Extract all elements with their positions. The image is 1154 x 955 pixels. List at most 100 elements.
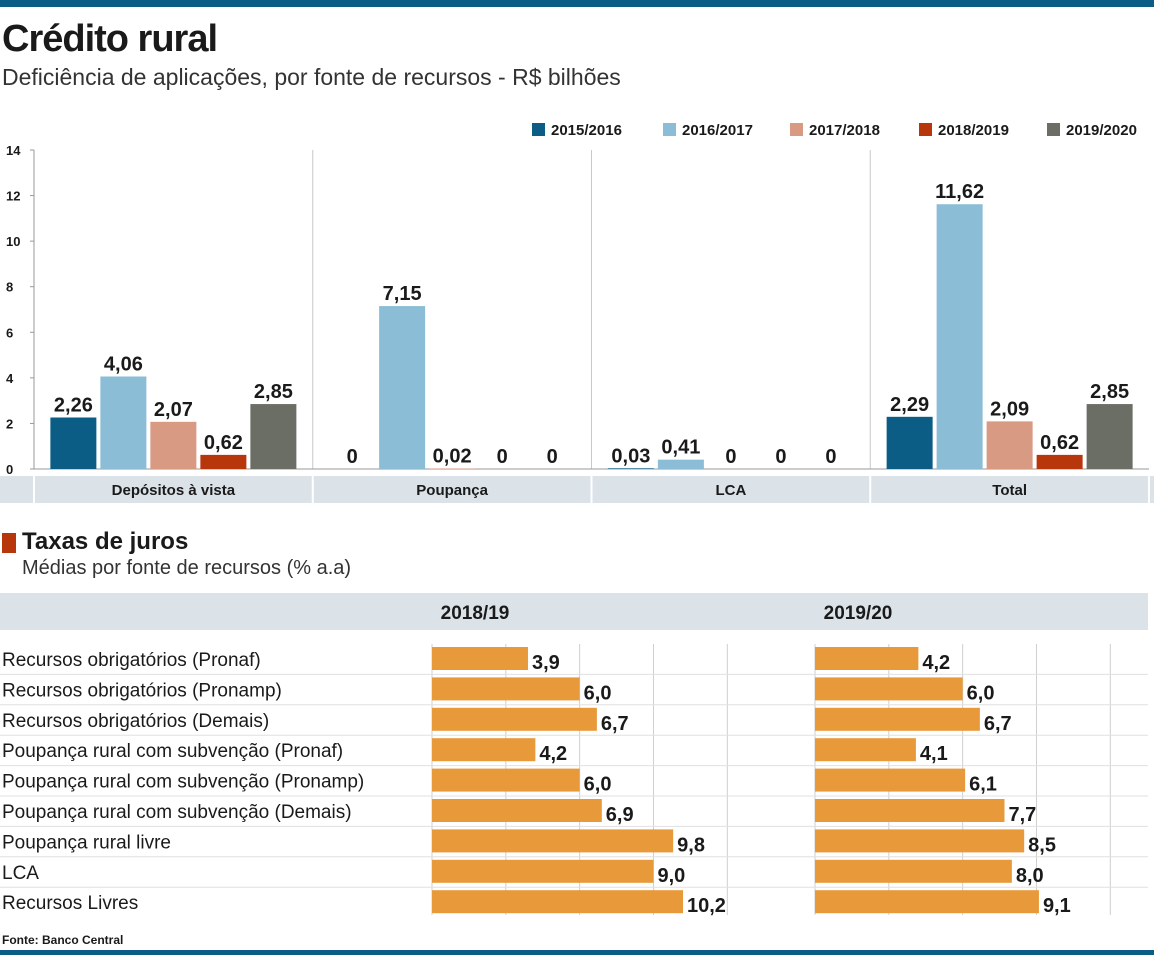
rate-value-label: 6,0 xyxy=(584,682,612,704)
rate-value-label: 4,2 xyxy=(539,743,567,765)
bar-value-label: 0 xyxy=(547,446,558,468)
rate-row-label: Poupança rural com subvenção (Demais) xyxy=(2,802,352,823)
rate-bar xyxy=(815,738,916,762)
rate-value-label: 7,7 xyxy=(1008,804,1036,826)
y-tick-label: 10 xyxy=(6,234,20,249)
bar-value-label: 7,15 xyxy=(383,283,422,305)
rate-bar xyxy=(815,859,1012,883)
x-category-label: LCA xyxy=(715,482,746,499)
bar xyxy=(936,204,983,470)
y-tick-label: 6 xyxy=(6,325,13,340)
rate-row-label: Recursos obrigatórios (Pronamp) xyxy=(2,680,282,701)
x-category-label: Total xyxy=(992,482,1027,499)
rate-bar xyxy=(815,677,963,701)
bar xyxy=(100,376,147,469)
bar-value-label: 2,85 xyxy=(1090,381,1129,403)
x-category-label: Poupança xyxy=(416,482,488,499)
rate-value-label: 9,8 xyxy=(677,834,705,856)
bar-value-label: 2,29 xyxy=(890,394,929,416)
rate-bar xyxy=(815,647,919,670)
panel-header: 2018/19 xyxy=(441,603,510,624)
bar-value-label: 0 xyxy=(825,446,836,468)
bar-value-label: 0 xyxy=(725,446,736,468)
top-accent-bar xyxy=(0,0,1154,7)
bar xyxy=(50,417,97,469)
rate-bar xyxy=(432,829,674,853)
rate-bar xyxy=(432,768,580,792)
bar-value-label: 0 xyxy=(347,446,358,468)
rate-value-label: 8,0 xyxy=(1016,865,1044,887)
rate-value-label: 10,2 xyxy=(687,895,726,917)
rate-row-label: Recursos Livres xyxy=(2,893,138,914)
rate-row-label: Poupança rural com subvenção (Pronamp) xyxy=(2,772,364,793)
legend-label: 2016/2017 xyxy=(682,122,753,139)
y-tick-label: 12 xyxy=(6,189,20,204)
section-marker xyxy=(2,533,16,553)
bar-value-label: 0 xyxy=(775,446,786,468)
rates-section-subtitle: Médias por fonte de recursos (% a.a) xyxy=(22,557,352,579)
rate-value-label: 4,1 xyxy=(920,743,948,765)
rate-bar xyxy=(432,890,684,914)
rate-bar xyxy=(815,799,1005,822)
y-tick-label: 14 xyxy=(6,143,21,158)
legend-label: 2019/2020 xyxy=(1066,122,1137,139)
bar-value-label: 0 xyxy=(497,446,508,468)
page-subtitle: Deficiência de aplicações, por fonte de … xyxy=(2,64,621,90)
legend-swatch xyxy=(663,123,676,136)
legend-swatch xyxy=(919,123,932,136)
rate-bar xyxy=(815,707,980,731)
y-tick-label: 4 xyxy=(6,371,14,386)
legend-label: 2017/2018 xyxy=(809,122,880,139)
rate-value-label: 6,9 xyxy=(606,804,634,826)
bar-value-label: 0,02 xyxy=(433,446,472,468)
category-band xyxy=(0,476,1154,503)
legend-label: 2018/2019 xyxy=(938,122,1009,139)
rate-value-label: 6,1 xyxy=(969,774,997,796)
bar xyxy=(200,454,247,469)
bar-value-label: 0,62 xyxy=(1040,432,1079,454)
bar-value-label: 2,09 xyxy=(990,398,1029,420)
bar-value-label: 0,41 xyxy=(661,437,700,459)
y-tick-label: 0 xyxy=(6,462,13,477)
rate-bar xyxy=(432,677,580,701)
bar xyxy=(250,404,297,469)
rate-value-label: 4,2 xyxy=(922,652,950,674)
rate-value-label: 6,0 xyxy=(967,682,995,704)
bar xyxy=(150,421,197,469)
rate-row-label: Recursos obrigatórios (Demais) xyxy=(2,711,269,732)
rate-value-label: 8,5 xyxy=(1028,834,1056,856)
rate-bar xyxy=(432,738,536,762)
rates-section-title: Taxas de juros xyxy=(22,528,189,555)
bar-value-label: 2,26 xyxy=(54,395,93,417)
rate-value-label: 6,7 xyxy=(601,713,629,735)
bar xyxy=(1036,454,1083,469)
bar xyxy=(379,306,426,469)
bar xyxy=(657,459,704,469)
rate-bar xyxy=(432,707,597,731)
rate-bar xyxy=(815,829,1025,853)
rate-bar xyxy=(815,890,1039,914)
rate-value-label: 3,9 xyxy=(532,652,560,674)
rate-value-label: 9,1 xyxy=(1043,895,1071,917)
bar-value-label: 2,07 xyxy=(154,399,193,421)
rate-bar xyxy=(432,799,602,822)
bottom-accent-bar xyxy=(0,950,1154,955)
legend-label: 2015/2016 xyxy=(551,122,622,139)
source-note: Fonte: Banco Central xyxy=(2,933,124,947)
legend-swatch xyxy=(790,123,803,136)
rate-row-label: Recursos obrigatórios (Pronaf) xyxy=(2,650,261,671)
rate-bar xyxy=(432,859,654,883)
rate-row-label: Poupança rural com subvenção (Pronaf) xyxy=(2,741,343,762)
bar xyxy=(986,421,1033,469)
bar-value-label: 0,62 xyxy=(204,432,243,454)
y-tick-label: 2 xyxy=(6,416,13,431)
rate-bar xyxy=(432,647,528,670)
rate-bar xyxy=(815,768,966,792)
rate-value-label: 9,0 xyxy=(657,865,685,887)
rate-row-label: Poupança rural livre xyxy=(2,832,171,853)
rate-value-label: 6,0 xyxy=(584,774,612,796)
x-category-label: Depósitos à vista xyxy=(112,482,236,499)
rate-value-label: 6,7 xyxy=(984,713,1012,735)
bar xyxy=(607,468,654,469)
